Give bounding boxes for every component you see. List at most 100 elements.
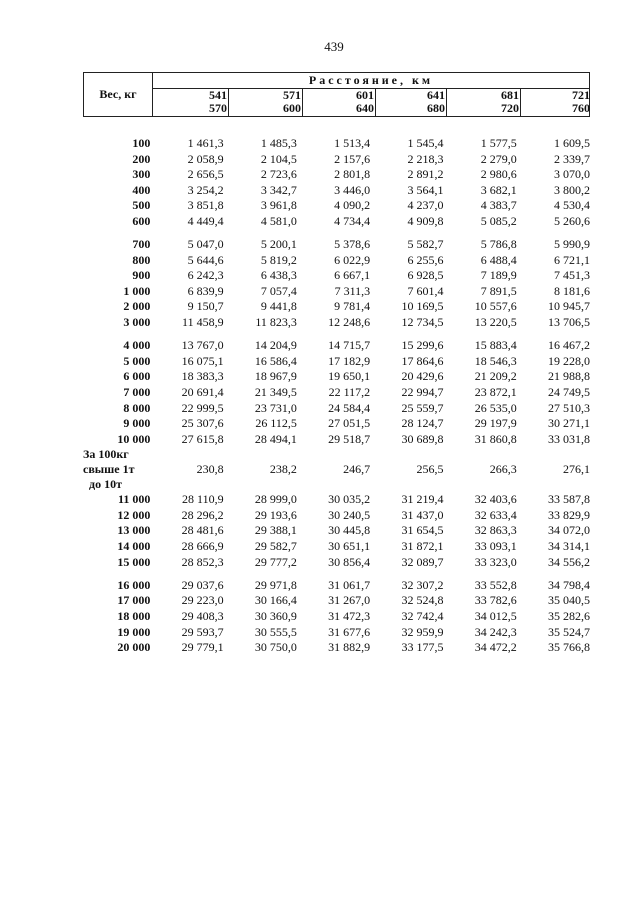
tariff-cell: 1 485,3: [260, 136, 297, 150]
tariff-cell: 5 200,1: [260, 237, 297, 252]
tariff-cell: 29 777,2: [254, 554, 297, 569]
tariff-cell: 5 990,9: [554, 237, 591, 252]
weight-cell: 700: [132, 237, 151, 252]
tariff-cell: 28 124,7: [401, 416, 444, 431]
tariff-cell: 20 691,4: [181, 384, 224, 399]
tariff-cell: 32 089,7: [401, 554, 444, 569]
tariff-cell: 28 666,9: [181, 539, 224, 554]
tariff-cell: 28 852,3: [181, 554, 224, 569]
tariff-cell: 28 999,0: [254, 492, 297, 507]
tariff-cell: 30 651,1: [328, 539, 371, 554]
weight-cell: 18 000: [117, 608, 151, 623]
tariff-cell: 29 408,3: [181, 608, 224, 623]
table-row: 3 000 11 458,9 11 823,3 12 248,6 12 734,5 13 …: [83, 315, 590, 331]
tariff-cell: 2 058,9: [187, 151, 224, 166]
tariff-cell: 34 242,3: [474, 624, 517, 639]
tariff-cell: 3 564,1: [407, 182, 444, 197]
table-row: 17 000 29 223,0 30 166,4 31 267,0 32 524,8 33…: [83, 593, 590, 609]
range-from: 601: [356, 88, 374, 102]
tariff-cell: 5 260,6: [554, 213, 591, 228]
tariff-cell: 31 872,1: [401, 539, 444, 554]
table-row: 500 3 851,8 3 961,8 4 090,2 4 237,0 4 383,7 4 …: [83, 198, 590, 214]
weight-cell: 9 000: [123, 416, 151, 431]
per-100kg-label: до 10т: [89, 477, 122, 492]
tariff-cell: 7 057,4: [260, 283, 297, 298]
weight-cell: 13 000: [117, 523, 151, 538]
range-to: 640: [356, 101, 374, 115]
tariff-cell: 1 577,5: [480, 136, 517, 150]
weight-cell: 7 000: [123, 384, 151, 399]
table-row: 7 000 20 691,4 21 349,5 22 117,2 22 994,7 23 …: [83, 385, 590, 401]
tariff-cell: 4 237,0: [407, 198, 444, 213]
table-row: 2 000 9 150,7 9 441,8 9 781,4 10 169,5 10 557…: [83, 299, 590, 315]
tariff-cell: 31 677,6: [328, 624, 371, 639]
tariff-cell: 18 967,9: [254, 369, 297, 384]
table-row: 8 000 22 999,5 23 731,0 24 584,4 25 559,7 26 …: [83, 401, 590, 417]
weight-cell: 17 000: [117, 593, 151, 608]
weight-cell: 10 000: [117, 431, 151, 446]
tariff-cell: 33 782,6: [474, 593, 517, 608]
tariff-table-body: 100 1 461,3 1 485,3 1 513,4 1 545,4 1 577,5 1 …: [83, 136, 590, 656]
tariff-cell: 5 378,6: [334, 237, 371, 252]
tariff-cell: 30 555,5: [254, 624, 297, 639]
table-row: 700 5 047,0 5 200,1 5 378,6 5 582,7 5 786,8 5 …: [83, 237, 590, 253]
tariff-cell: 1 609,5: [554, 136, 591, 150]
tariff-cell: 27 051,5: [328, 416, 371, 431]
weight-cell: 800: [132, 252, 151, 267]
tariff-cell: 2 157,6: [334, 151, 371, 166]
table-row: 10 000 27 615,8 28 494,1 29 518,7 30 689,8 31…: [83, 432, 590, 448]
tariff-cell: 29 193,6: [254, 507, 297, 522]
tariff-cell: 6 488,4: [480, 252, 517, 267]
tariff-cell: 11 823,3: [255, 315, 297, 330]
tariff-cell: 12 734,5: [401, 315, 444, 330]
range-to: 680: [427, 101, 445, 115]
tariff-cell: 29 037,6: [181, 577, 224, 592]
weight-cell: 5 000: [123, 353, 151, 368]
per-100kg-cell: 246,7: [343, 462, 371, 477]
tariff-cell: 31 472,3: [328, 608, 371, 623]
tariff-cell: 3 254,2: [187, 182, 224, 197]
tariff-cell: 16 586,4: [254, 353, 297, 368]
tariff-cell: 4 909,8: [407, 213, 444, 228]
tariff-cell: 2 723,6: [260, 167, 297, 182]
tariff-cell: 5 085,2: [480, 213, 517, 228]
table-row: 5 000 16 075,1 16 586,4 17 182,9 17 864,6 18 …: [83, 354, 590, 370]
weight-cell: 6 000: [123, 369, 151, 384]
tariff-cell: 16 467,2: [548, 338, 591, 353]
tariff-cell: 33 829,9: [548, 507, 591, 522]
tariff-cell: 8 181,6: [554, 283, 591, 298]
table-row: 19 000 29 593,7 30 555,5 31 677,6 32 959,9 34…: [83, 625, 590, 641]
tariff-cell: 1 513,4: [334, 136, 371, 150]
range-to: 760: [572, 101, 590, 115]
tariff-cell: 10 945,7: [548, 299, 591, 314]
table-row: 14 000 28 666,9 29 582,7 30 651,1 31 872,1 33…: [83, 539, 590, 555]
tariff-cell: 32 742,4: [401, 608, 444, 623]
tariff-cell: 6 721,1: [554, 252, 591, 267]
tariff-cell: 2 104,5: [260, 151, 297, 166]
tariff-cell: 7 451,3: [554, 268, 591, 283]
tariff-cell: 4 734,4: [334, 213, 371, 228]
tariff-cell: 22 117,2: [328, 384, 371, 399]
tariff-cell: 33 323,0: [474, 554, 517, 569]
tariff-cell: 3 682,1: [480, 182, 517, 197]
tariff-cell: 16 075,1: [181, 353, 224, 368]
tariff-cell: 4 530,4: [554, 198, 591, 213]
table-row: 300 2 656,5 2 723,6 2 801,8 2 891,2 2 980,6 3 …: [83, 167, 590, 183]
tariff-cell: 32 633,4: [474, 507, 517, 522]
tariff-cell: 35 282,6: [548, 608, 591, 623]
table-row: 6 000 18 383,3 18 967,9 19 650,1 20 429,6 21 …: [83, 369, 590, 385]
tariff-cell: 13 767,0: [181, 338, 224, 353]
tariff-cell: 11 458,9: [182, 315, 224, 330]
tariff-cell: 21 209,2: [474, 369, 517, 384]
table-row: 16 000 29 037,6 29 971,8 31 061,7 32 307,2 33…: [83, 578, 590, 594]
tariff-cell: 33 177,5: [401, 640, 444, 655]
weight-cell: 19 000: [117, 624, 151, 639]
table-row: 200 2 058,9 2 104,5 2 157,6 2 218,3 2 279,0 2 …: [83, 152, 590, 168]
tariff-cell: 30 856,4: [328, 554, 371, 569]
weight-cell: 100: [132, 136, 151, 150]
tariff-cell: 28 296,2: [181, 507, 224, 522]
tariff-cell: 25 307,6: [181, 416, 224, 431]
tariff-cell: 5 582,7: [407, 237, 444, 252]
tariff-cell: 32 863,3: [474, 523, 517, 538]
tariff-cell: 5 819,2: [260, 252, 297, 267]
